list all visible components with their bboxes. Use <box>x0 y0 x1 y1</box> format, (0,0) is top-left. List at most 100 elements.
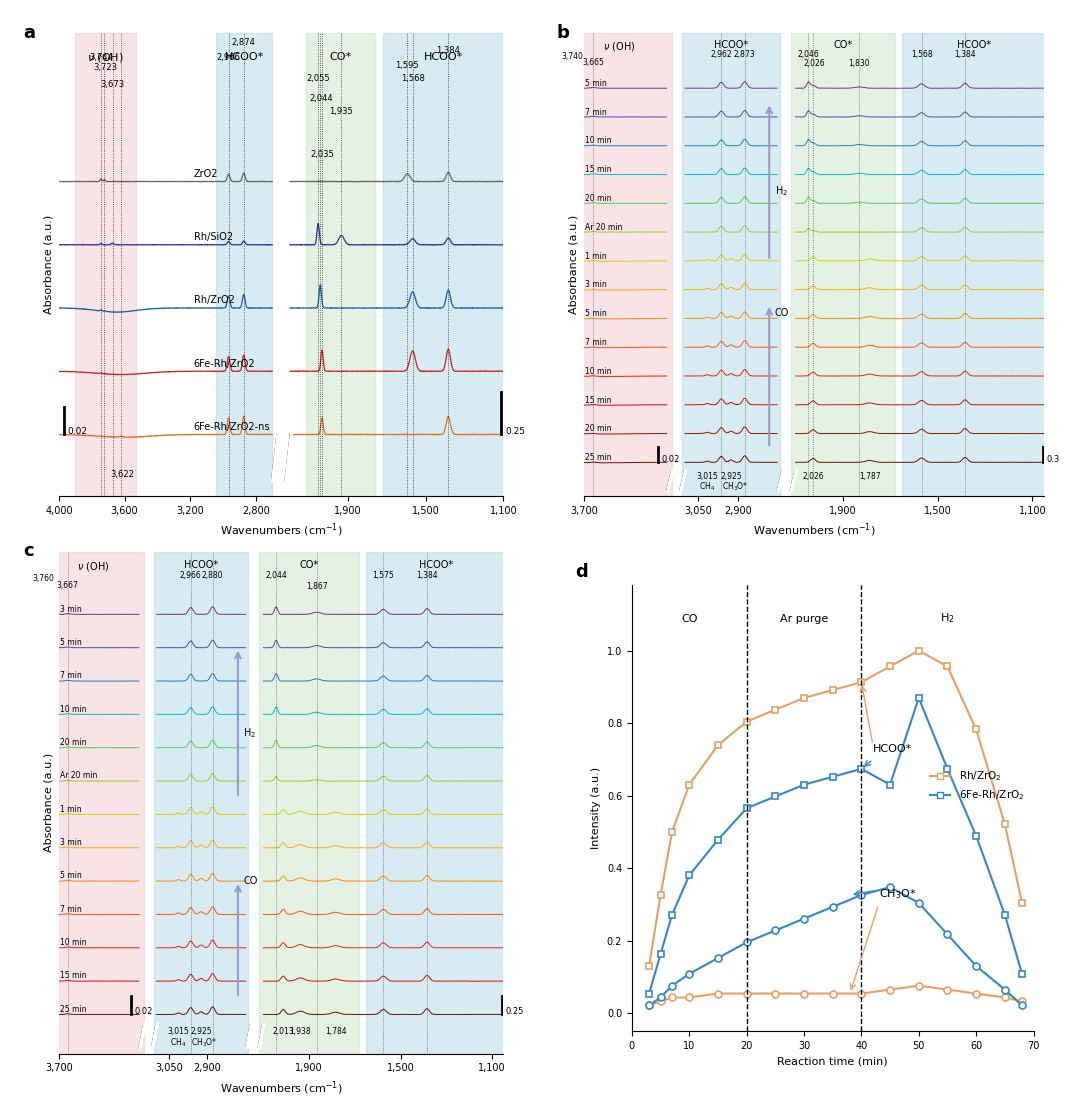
Text: 6Fe-Rh/ZrO2-ns: 6Fe-Rh/ZrO2-ns <box>194 421 270 432</box>
Text: 1,568: 1,568 <box>910 49 933 59</box>
Text: 3,015: 3,015 <box>696 473 719 482</box>
Text: 1,830: 1,830 <box>848 59 871 68</box>
Text: $\it{\nu}$ (OH): $\it{\nu}$ (OH) <box>77 560 109 573</box>
Y-axis label: Absorbance (a.u.): Absorbance (a.u.) <box>568 215 578 314</box>
Bar <box>570 33 673 496</box>
Text: 1 min: 1 min <box>585 252 606 261</box>
Text: 5 min: 5 min <box>585 79 607 88</box>
Text: 7 min: 7 min <box>585 108 607 117</box>
Text: 2,035: 2,035 <box>311 149 334 158</box>
Text: CH$_4$: CH$_4$ <box>699 481 715 493</box>
Text: 1,568: 1,568 <box>401 75 424 84</box>
Text: $\it{\nu}$ (OH): $\it{\nu}$ (OH) <box>88 51 124 64</box>
Text: HCOO*: HCOO* <box>873 744 912 754</box>
Bar <box>790 33 895 496</box>
Text: 20 min: 20 min <box>585 425 612 434</box>
Bar <box>902 33 1046 496</box>
Text: 7 min: 7 min <box>60 671 82 680</box>
Text: 10 min: 10 min <box>60 938 87 947</box>
Text: 2,026: 2,026 <box>803 59 826 68</box>
Text: 1,787: 1,787 <box>859 473 880 482</box>
Text: 10 min: 10 min <box>585 367 612 376</box>
Legend: Rh/ZrO$_2$, 6Fe-Rh/ZrO$_2$: Rh/ZrO$_2$, 6Fe-Rh/ZrO$_2$ <box>925 766 1028 806</box>
Text: CO*: CO* <box>833 40 853 50</box>
Text: 1,384: 1,384 <box>954 49 976 59</box>
Text: 3,760: 3,760 <box>32 574 54 583</box>
Text: 15 min: 15 min <box>60 971 87 980</box>
Text: H$_2$: H$_2$ <box>774 184 788 198</box>
Text: CO: CO <box>774 308 789 318</box>
Text: 5 min: 5 min <box>585 309 607 318</box>
Text: 3 min: 3 min <box>60 604 82 613</box>
Text: 5 min: 5 min <box>60 872 82 881</box>
Text: 2,044: 2,044 <box>266 571 287 580</box>
Text: Ar purge: Ar purge <box>780 613 828 623</box>
Text: CH$_3$O*: CH$_3$O* <box>878 888 916 901</box>
Text: HCOO*: HCOO* <box>225 52 263 62</box>
Text: 15 min: 15 min <box>585 396 612 405</box>
Text: $\it{\nu}$ (OH): $\it{\nu}$ (OH) <box>603 40 636 54</box>
Bar <box>305 33 375 496</box>
Bar <box>366 552 506 1054</box>
Text: 3,015: 3,015 <box>167 1027 190 1036</box>
Text: Rh/ZrO2: Rh/ZrO2 <box>194 295 235 306</box>
X-axis label: Wavenumbers (cm$^{-1}$): Wavenumbers (cm$^{-1}$) <box>220 1079 343 1096</box>
Text: 1,595: 1,595 <box>395 61 419 70</box>
Text: 2,925: 2,925 <box>191 1027 212 1036</box>
Text: 2,966: 2,966 <box>216 54 241 62</box>
Text: CH$_4$: CH$_4$ <box>170 1037 186 1049</box>
Text: ZrO2: ZrO2 <box>194 168 218 178</box>
Text: 7 min: 7 min <box>60 904 82 914</box>
X-axis label: Wavenumbers (cm$^{-1}$): Wavenumbers (cm$^{-1}$) <box>220 522 343 539</box>
Text: 1,384: 1,384 <box>417 571 438 580</box>
Text: 2,874: 2,874 <box>231 38 256 47</box>
Text: 3 min: 3 min <box>60 838 82 847</box>
Text: Ar 20 min: Ar 20 min <box>585 223 622 232</box>
Bar <box>259 552 360 1054</box>
Text: 0.25: 0.25 <box>506 1007 524 1016</box>
X-axis label: Wavenumbers (cm$^{-1}$): Wavenumbers (cm$^{-1}$) <box>753 522 875 539</box>
Text: c: c <box>24 542 34 560</box>
Text: 10 min: 10 min <box>585 136 612 145</box>
Text: Rh/SiO2: Rh/SiO2 <box>194 232 232 242</box>
Text: d: d <box>576 563 588 581</box>
Text: 20 min: 20 min <box>585 194 612 203</box>
Text: 15 min: 15 min <box>585 165 612 174</box>
Text: 3,723: 3,723 <box>93 64 118 72</box>
Text: 3,744: 3,744 <box>89 54 112 62</box>
Text: H$_2$: H$_2$ <box>243 727 256 740</box>
Text: HCOO*: HCOO* <box>714 40 749 50</box>
Text: 5 min: 5 min <box>60 638 82 647</box>
Text: 2,925: 2,925 <box>721 473 742 482</box>
Text: Ar 20 min: Ar 20 min <box>60 772 97 780</box>
Text: 0.02: 0.02 <box>135 1007 153 1016</box>
Text: 25 min: 25 min <box>60 1005 87 1014</box>
Text: 1,784: 1,784 <box>325 1027 346 1036</box>
Text: 3,665: 3,665 <box>583 58 604 67</box>
Text: 1,867: 1,867 <box>306 582 328 591</box>
Text: CO: CO <box>681 613 697 623</box>
Y-axis label: Intensity (a.u.): Intensity (a.u.) <box>591 767 601 850</box>
Text: 1,935: 1,935 <box>330 107 353 116</box>
Text: 25 min: 25 min <box>585 453 612 462</box>
Text: 2,046: 2,046 <box>798 49 819 59</box>
Text: 1,384: 1,384 <box>436 46 461 55</box>
Text: 3,740: 3,740 <box>561 52 584 61</box>
Bar <box>75 33 136 496</box>
Text: HCOO*: HCOO* <box>184 560 218 570</box>
Bar <box>216 33 272 496</box>
Text: HCOO*: HCOO* <box>424 52 463 62</box>
Text: CO*: CO* <box>330 52 351 62</box>
Text: b: b <box>556 25 569 42</box>
Text: a: a <box>24 25 35 42</box>
Text: 2,880: 2,880 <box>201 571 224 580</box>
Text: 1 min: 1 min <box>60 805 81 814</box>
Text: 2,013: 2,013 <box>272 1027 295 1036</box>
Text: H$_2$: H$_2$ <box>940 612 954 626</box>
Text: 2,055: 2,055 <box>306 75 330 84</box>
Text: 1,938: 1,938 <box>289 1027 312 1036</box>
Text: 20 min: 20 min <box>60 738 87 747</box>
Text: HCOO*: HCOO* <box>419 560 453 570</box>
X-axis label: Reaction time (min): Reaction time (min) <box>778 1057 888 1067</box>
Text: 2,873: 2,873 <box>734 49 755 59</box>
